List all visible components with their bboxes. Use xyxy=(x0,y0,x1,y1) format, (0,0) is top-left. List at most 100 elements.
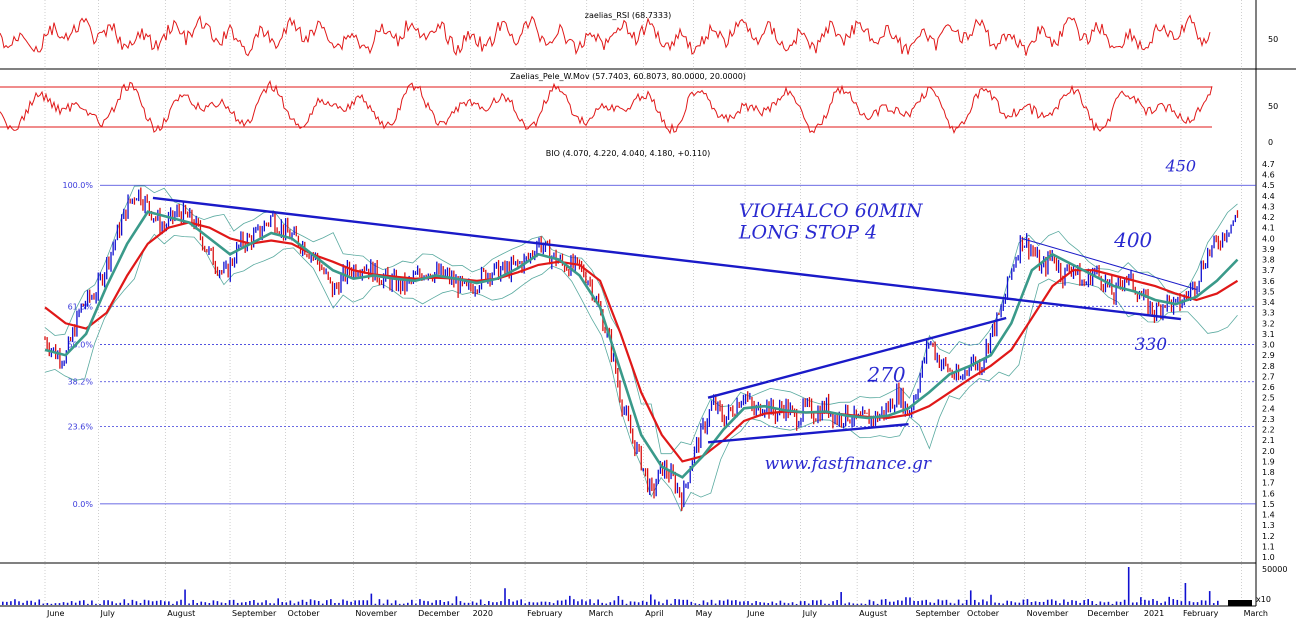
volume-bar xyxy=(293,603,296,605)
volume-bar xyxy=(597,599,599,605)
volume-bar xyxy=(261,602,263,605)
volume-bar xyxy=(204,602,207,605)
volume-bar xyxy=(212,600,215,605)
volume-bar xyxy=(321,603,324,605)
volume-bar xyxy=(771,601,774,605)
ma-fast-line xyxy=(44,210,1239,479)
volume-bar xyxy=(10,601,12,605)
volume-bar xyxy=(880,599,883,605)
y-tick-16: 3.1 xyxy=(1262,330,1275,339)
volume-bar xyxy=(176,601,178,605)
volume-bar xyxy=(289,600,292,605)
x-label-13: July xyxy=(802,609,818,618)
volume-scrollbar[interactable] xyxy=(1228,600,1252,606)
y-tick-9: 3.8 xyxy=(1262,256,1275,265)
volume-bar xyxy=(969,590,972,605)
volume-bar xyxy=(455,596,458,605)
volume-bar xyxy=(1123,599,1126,605)
y-tick-25: 2.2 xyxy=(1262,426,1275,435)
volume-bar xyxy=(864,603,867,605)
x-label-11: May xyxy=(696,609,713,618)
y-tick-33: 1.4 xyxy=(1262,511,1275,520)
volume-bar xyxy=(949,602,952,605)
volume-bar xyxy=(678,599,680,605)
volume-bar xyxy=(528,601,531,605)
volume-bar xyxy=(216,601,219,605)
volume-bar xyxy=(860,603,863,605)
volume-bar xyxy=(492,602,494,605)
volume-bar xyxy=(1006,600,1008,605)
volume-bar xyxy=(702,600,705,605)
volume-bar xyxy=(151,601,154,605)
volume-bar xyxy=(560,600,563,605)
volume-bar xyxy=(994,602,996,605)
ma-slow-line xyxy=(44,221,1239,463)
y-tick-10: 3.7 xyxy=(1262,266,1275,275)
volume-bar xyxy=(1046,599,1049,605)
volume-bar xyxy=(362,600,365,605)
volume-bar xyxy=(1127,567,1130,605)
volume-bar xyxy=(1172,599,1175,605)
volume-bar xyxy=(909,597,911,605)
volume-bar xyxy=(512,601,514,605)
volume-bar xyxy=(710,599,713,605)
volume-bar xyxy=(799,601,802,605)
volume-bar xyxy=(253,600,255,605)
y-tick-15: 3.2 xyxy=(1262,319,1275,328)
x-label-14: August xyxy=(859,609,887,618)
volume-bar xyxy=(415,603,417,605)
volume-bar xyxy=(791,602,794,605)
volume-bar xyxy=(978,602,980,605)
y-tick-18: 2.9 xyxy=(1262,351,1275,360)
y-tick-14: 3.3 xyxy=(1262,309,1275,318)
x-label-4: October xyxy=(288,609,321,618)
volume-bar xyxy=(309,599,312,605)
volume-bar xyxy=(508,599,510,605)
volume-bar xyxy=(240,602,243,605)
volume-bar xyxy=(816,600,818,605)
volume-tick-50000: 50000 xyxy=(1262,565,1287,574)
volume-bar xyxy=(439,600,441,605)
volume-bar xyxy=(735,600,737,605)
volume-bar xyxy=(1079,602,1081,605)
volume-bar xyxy=(30,600,32,605)
volume-bar xyxy=(277,598,279,605)
volume-bar xyxy=(1034,601,1037,605)
volume-bar xyxy=(974,599,976,605)
volume-bar xyxy=(313,600,316,605)
volume-bar xyxy=(516,600,518,605)
volume-bar xyxy=(852,603,855,605)
volume-bar xyxy=(342,599,344,605)
volume-bar xyxy=(731,600,733,605)
volume-bar xyxy=(95,603,97,605)
volume-bar xyxy=(6,601,8,605)
volume-bar xyxy=(807,603,810,605)
volume-bar xyxy=(1156,600,1158,605)
volume-bar xyxy=(957,599,960,605)
volume-bar xyxy=(739,601,741,605)
y-tick-21: 2.6 xyxy=(1262,383,1275,392)
x-label-3: September xyxy=(232,609,277,618)
volume-bar xyxy=(236,602,239,605)
y-tick-7: 4.0 xyxy=(1262,234,1275,243)
volume-bar xyxy=(577,601,579,605)
x-label-0: June xyxy=(46,609,65,618)
volume-bar xyxy=(803,601,806,605)
volume-bar xyxy=(382,603,385,605)
x-label-16: October xyxy=(967,609,1000,618)
volume-bar xyxy=(1099,601,1102,605)
volume-bar xyxy=(1144,599,1146,605)
volume-bar xyxy=(1111,603,1114,605)
volume-bar xyxy=(682,599,684,605)
volume-bar xyxy=(593,603,595,605)
rsi-tick-50: 50 xyxy=(1268,35,1278,44)
stoch-tick-50: 50 xyxy=(1268,102,1278,111)
volume-bar xyxy=(759,602,761,605)
volume-bar xyxy=(74,602,77,605)
volume-bar xyxy=(269,603,271,605)
volume-scale-label: x10 xyxy=(1256,595,1271,604)
volume-bar xyxy=(605,603,608,605)
volume-bar xyxy=(998,602,1000,605)
stoch-title: Zaelias_Pele_W.Mov (57.7403, 60.8073, 80… xyxy=(510,72,746,81)
